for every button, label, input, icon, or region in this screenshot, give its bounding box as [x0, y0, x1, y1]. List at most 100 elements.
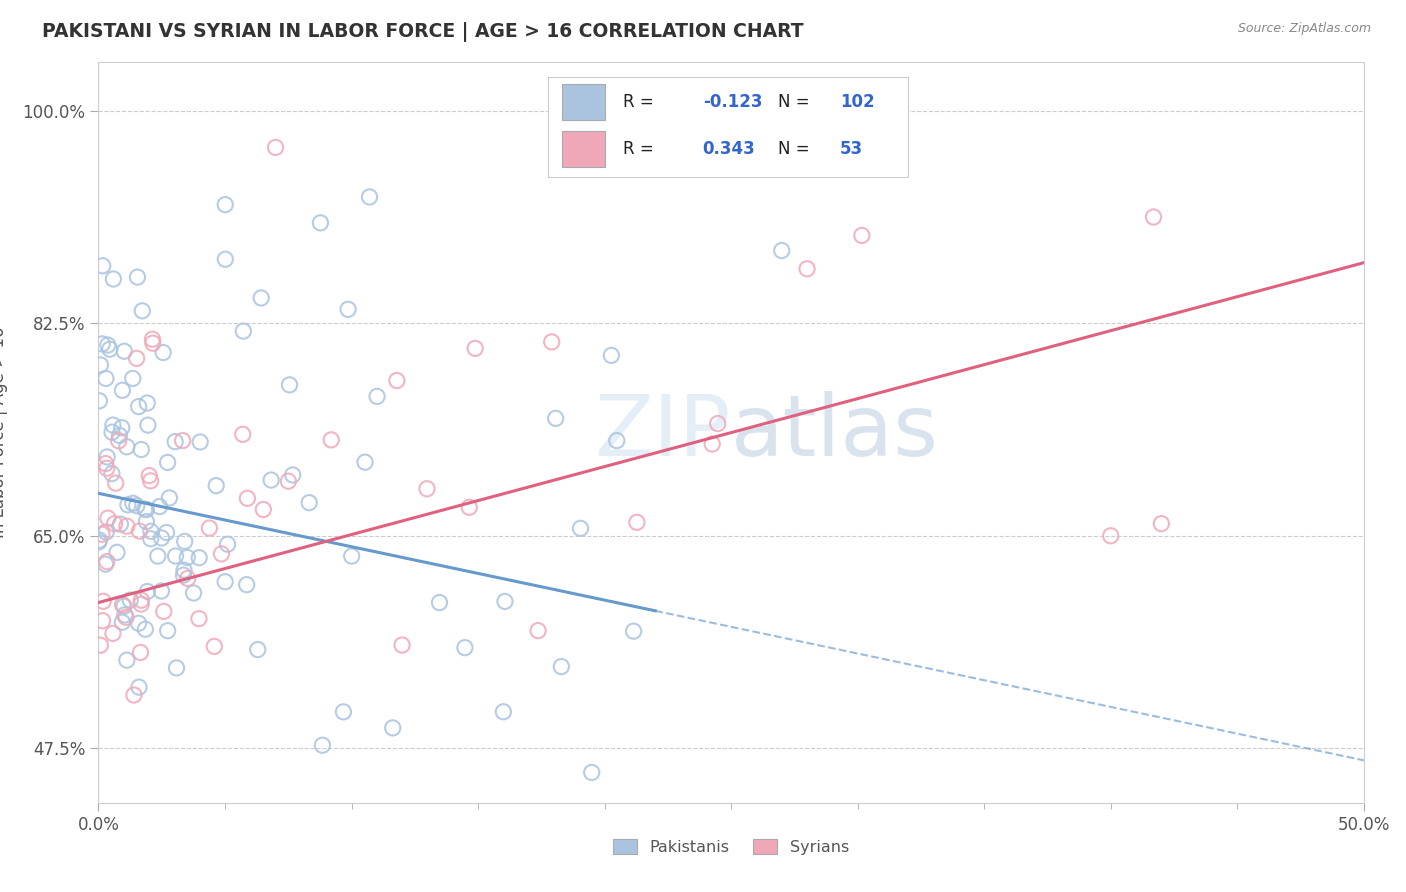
Point — [121, 496, 143, 510]
Point — [235, 577, 257, 591]
Point — [91, 594, 114, 608]
Point — [454, 640, 477, 655]
Point — [122, 688, 145, 702]
Point — [103, 516, 125, 531]
Point — [89, 393, 111, 408]
Point — [89, 638, 111, 652]
Point — [527, 624, 550, 638]
Point — [94, 371, 117, 385]
Point — [97, 338, 120, 352]
Point — [136, 396, 159, 410]
Point — [112, 344, 135, 359]
Point — [152, 604, 174, 618]
Text: Source: ZipAtlas.com: Source: ZipAtlas.com — [1237, 22, 1371, 36]
Point — [89, 358, 111, 372]
Point — [851, 228, 873, 243]
Point — [202, 640, 225, 654]
Point — [492, 705, 515, 719]
Point — [166, 661, 188, 675]
Point — [366, 389, 388, 403]
Point — [152, 345, 174, 359]
Point — [110, 517, 132, 532]
Point — [135, 502, 157, 516]
Point — [569, 521, 592, 535]
Point — [91, 259, 114, 273]
Point — [107, 434, 129, 448]
Point — [250, 291, 273, 305]
Point — [101, 467, 124, 481]
Point — [98, 342, 121, 356]
Point — [156, 455, 179, 469]
Point — [796, 261, 818, 276]
Point — [136, 418, 159, 433]
Point — [260, 473, 283, 487]
Point — [114, 607, 136, 622]
Point — [101, 626, 124, 640]
Point — [108, 428, 131, 442]
Point — [156, 624, 179, 638]
Point — [264, 140, 287, 154]
Point — [141, 332, 163, 346]
Point — [246, 642, 269, 657]
Point — [139, 474, 162, 488]
Point — [165, 549, 187, 563]
Point — [150, 584, 173, 599]
Text: atlas: atlas — [731, 391, 939, 475]
Point — [183, 586, 205, 600]
Point — [90, 527, 112, 541]
Point — [96, 450, 118, 464]
Point — [332, 705, 354, 719]
Point — [214, 252, 236, 267]
Point — [131, 442, 153, 457]
Point — [101, 425, 124, 440]
Point — [416, 482, 439, 496]
Point — [173, 534, 195, 549]
Point — [150, 531, 173, 545]
Point — [89, 533, 111, 548]
Point — [1142, 210, 1164, 224]
Point — [104, 476, 127, 491]
Text: ZIP: ZIP — [595, 391, 731, 475]
Point — [129, 645, 152, 659]
Point — [111, 615, 134, 630]
Point — [311, 738, 333, 752]
Point — [188, 434, 211, 449]
Point — [623, 624, 645, 639]
Point — [340, 549, 363, 563]
Point — [115, 653, 138, 667]
Point — [115, 610, 138, 624]
Point — [128, 616, 150, 631]
Point — [321, 433, 343, 447]
Point — [1150, 516, 1173, 531]
Point — [142, 336, 165, 351]
Point — [96, 461, 118, 475]
Point — [626, 516, 648, 530]
Y-axis label: In Labor Force | Age > 16: In Labor Force | Age > 16 — [0, 326, 8, 539]
Point — [136, 584, 159, 599]
Point — [385, 374, 408, 388]
Point — [606, 434, 628, 448]
Point — [188, 550, 211, 565]
Point — [115, 519, 138, 533]
Point — [129, 597, 152, 611]
Point — [117, 498, 139, 512]
Point — [176, 571, 198, 585]
Point — [135, 515, 157, 529]
Point — [770, 244, 793, 258]
Point — [381, 721, 404, 735]
Point — [429, 596, 451, 610]
Point — [138, 468, 160, 483]
Point — [120, 593, 142, 607]
Point — [127, 270, 149, 285]
Point — [131, 593, 153, 607]
Point — [354, 455, 377, 469]
Point — [165, 434, 187, 449]
Point — [702, 437, 724, 451]
Point — [101, 418, 124, 433]
Point — [157, 491, 180, 505]
Point — [277, 474, 299, 488]
Point — [149, 500, 172, 514]
Point — [278, 377, 301, 392]
Point — [544, 411, 567, 425]
Point — [252, 502, 274, 516]
